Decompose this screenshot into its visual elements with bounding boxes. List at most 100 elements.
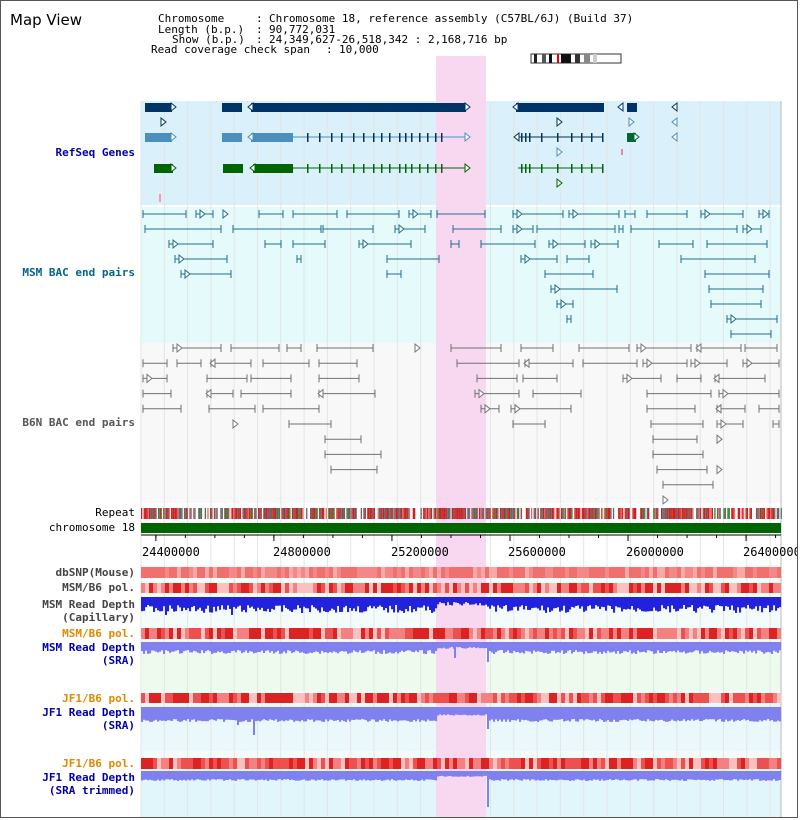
- jf1-sra-depth-bar: [151, 707, 154, 722]
- strand-arrow: [556, 177, 563, 189]
- track-label-refseq[interactable]: RefSeq Genes: [55, 146, 135, 159]
- msm-pol-heat-cell: [481, 583, 486, 593]
- repeat-element: [329, 508, 331, 519]
- jf1-trimmed-depth-bar: [481, 771, 484, 777]
- msm-capillary-depth-bar: [207, 597, 210, 606]
- repeat-element: [670, 508, 672, 519]
- dbsnp-heat-cell: [585, 567, 590, 578]
- msm-pol2-heat-cell: [653, 628, 658, 639]
- msm-pol-heat-cell: [213, 583, 218, 593]
- dbsnp-heat-cell: [725, 567, 730, 578]
- msm-sra-depth-bar: [407, 642, 410, 651]
- msm-pol2-heat-cell: [405, 628, 410, 639]
- msm-pol-heat-cell: [601, 583, 606, 593]
- track-label-jf1-pol-2[interactable]: JF1/B6 pol.: [62, 757, 135, 770]
- repeat-element: [315, 508, 317, 519]
- track-label-msm-pol-2[interactable]: MSM/B6 pol.: [62, 627, 135, 640]
- repeat-element: [193, 508, 195, 519]
- track-label-msm-depth-sra[interactable]: MSM Read Depth: [42, 641, 135, 654]
- msm-capillary-depth-bar: [323, 597, 326, 612]
- jf1-pol2-heat-cell: [637, 758, 642, 769]
- jf1-sra-depth-bar: [531, 707, 534, 722]
- msm-sra-depth-bar: [239, 642, 242, 651]
- jf1-pol2-heat-cell: [365, 758, 370, 769]
- msm-capillary-depth-bar: [357, 597, 360, 607]
- msm-capillary-depth-bar: [151, 597, 154, 607]
- track-label-msm-pol[interactable]: MSM/B6 pol.: [62, 581, 135, 594]
- msm-capillary-depth-bar: [149, 597, 152, 607]
- track-label-b6n-bac[interactable]: B6N BAC end pairs: [22, 416, 135, 429]
- ideogram-band: [575, 54, 580, 63]
- repeat-element: [312, 508, 314, 519]
- msm-capillary-depth-bar: [747, 597, 750, 606]
- jf1-trimmed-depth-bar: [659, 771, 662, 780]
- msm-sra-depth-bar: [499, 642, 502, 651]
- msm-pol-heat-cell: [753, 583, 758, 593]
- jf1-pol-heat-cell: [673, 693, 678, 703]
- msm-sra-depth-bar: [305, 642, 308, 654]
- dbsnp-heat-cell: [401, 567, 406, 578]
- strand-arrow: [722, 388, 729, 399]
- gene-block: [222, 133, 242, 142]
- msm-sra-depth-bar: [229, 642, 232, 653]
- track-label-msm-bac[interactable]: MSM BAC end pairs: [22, 266, 135, 279]
- jf1-pol2-heat-cell: [521, 758, 526, 769]
- msm-capillary-depth-bar: [499, 597, 502, 608]
- msm-pol-heat-cell: [537, 583, 542, 593]
- msm-capillary-depth-bar: [657, 597, 660, 612]
- jf1-sra-depth-bar: [649, 707, 652, 721]
- msm-sra-depth-bar: [255, 642, 258, 653]
- jf1-trimmed-depth-bar: [723, 771, 726, 781]
- jf1-pol-heat-cell: [173, 693, 178, 703]
- dbsnp-heat-cell: [569, 567, 574, 578]
- repeat-element: [297, 508, 299, 519]
- strand-arrow: [552, 238, 559, 250]
- jf1-sra-depth-bar: [149, 707, 152, 722]
- repeat-element: [679, 508, 681, 519]
- msm-sra-depth-bar: [339, 642, 342, 652]
- track-label-msm-depth-capillary[interactable]: MSM Read Depth: [42, 598, 135, 611]
- track-label-jf1-depth-trimmed[interactable]: JF1 Read Depth: [42, 771, 135, 784]
- msm-capillary-depth-bar: [515, 597, 518, 607]
- dbsnp-heat-cell: [629, 567, 634, 578]
- msm-sra-depth-bar: [303, 642, 306, 654]
- msm-capillary-depth-bar: [585, 597, 588, 611]
- msm-capillary-depth-bar: [279, 597, 282, 606]
- msm-sra-depth-bar: [307, 642, 310, 654]
- jf1-sra-depth-bar: [207, 707, 210, 722]
- msm-capillary-depth-bar: [731, 597, 734, 606]
- msm-capillary-depth-bar: [693, 597, 696, 612]
- repeat-element: [570, 508, 572, 519]
- msm-capillary-depth-bar: [159, 597, 162, 612]
- msm-sra-depth-bar: [433, 642, 436, 654]
- msm-pol-heat-cell: [269, 583, 274, 593]
- msm-sra-depth-bar: [637, 642, 640, 651]
- jf1-pol2-heat-cell: [161, 758, 166, 769]
- repeat-element: [688, 508, 690, 519]
- track-label-jf1-depth[interactable]: JF1 Read Depth: [42, 706, 135, 719]
- msm-sra-depth-bar: [601, 642, 604, 654]
- gene-exon: [557, 133, 559, 142]
- repeat-element: [401, 508, 403, 519]
- jf1-trimmed-depth-bar: [611, 771, 614, 781]
- msm-sra-depth-bar: [543, 642, 546, 654]
- msm-pol-heat-cell: [769, 583, 774, 593]
- track-label-dbsnp[interactable]: dbSNP(Mouse): [55, 566, 135, 579]
- repeat-element: [737, 508, 739, 519]
- repeat-element: [640, 508, 642, 519]
- msm-capillary-depth-bar: [195, 597, 198, 612]
- msm-pol2-heat-cell: [701, 628, 706, 639]
- dbsnp-heat-cell: [365, 567, 370, 578]
- dbsnp-heat-cell: [517, 567, 522, 578]
- msm-pol-heat-cell: [245, 583, 250, 593]
- jf1-sra-depth-bar: [315, 707, 318, 721]
- dbsnp-heat-cell: [305, 567, 310, 578]
- repeat-element: [618, 508, 620, 519]
- jf1-sra-depth-bar: [287, 707, 290, 721]
- jf1-pol2-heat-cell: [197, 758, 202, 769]
- jf1-sra-depth-bar: [463, 707, 466, 715]
- msm-capillary-depth-bar: [615, 597, 618, 607]
- track-label-jf1-pol[interactable]: JF1/B6 pol.: [62, 692, 135, 705]
- jf1-sra-depth-bar: [523, 707, 526, 721]
